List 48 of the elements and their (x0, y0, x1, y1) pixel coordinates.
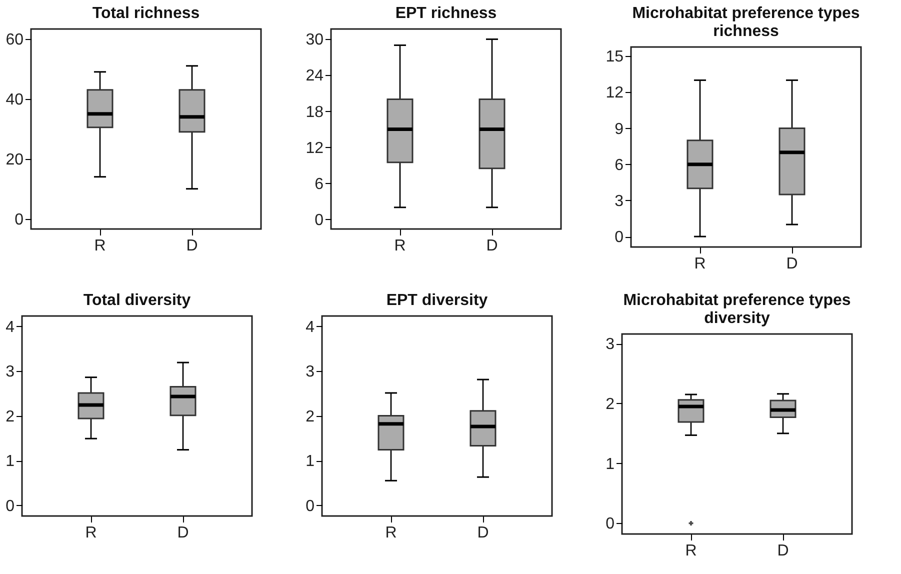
y-tick-label: 1 (306, 453, 315, 470)
y-tick-label: 3 (606, 336, 615, 354)
chart-title: EPT diversity (386, 292, 488, 309)
y-tick-label: 60 (6, 31, 24, 48)
y-tick-label: 1 (6, 453, 15, 470)
y-tick-label: 4 (6, 318, 15, 336)
x-tick-label: R (85, 524, 97, 542)
x-tick-label: D (786, 256, 798, 272)
x-tick-label: R (694, 256, 706, 272)
x-tick-label: R (385, 524, 397, 542)
y-tick-label: 6 (614, 156, 624, 174)
x-tick-label: D (186, 238, 198, 254)
y-tick-label: 4 (306, 318, 315, 336)
x-tick-label: R (94, 238, 106, 254)
y-tick-label: 6 (314, 176, 324, 193)
x-tick-label: R (685, 542, 697, 560)
y-tick-label: 1 (606, 456, 615, 473)
x-tick-label: D (777, 542, 789, 560)
y-tick-label: 30 (306, 32, 324, 49)
y-tick-label: 40 (6, 91, 24, 108)
x-tick-label: R (394, 238, 406, 254)
y-tick-label: 15 (606, 48, 624, 66)
chart-title: Microhabitat preference types diversity (623, 292, 851, 327)
y-tick-label: 3 (6, 364, 15, 381)
y-tick-label: 0 (314, 212, 324, 229)
y-tick-label: 9 (614, 120, 624, 138)
y-tick-label: 24 (306, 68, 324, 85)
y-tick-label: 12 (306, 140, 324, 157)
x-tick-label: D (477, 524, 489, 542)
y-tick-label: 18 (306, 104, 324, 121)
y-tick-label: 0 (606, 516, 615, 533)
y-tick-label: 2 (6, 408, 15, 426)
y-tick-label: 3 (614, 192, 624, 210)
y-tick-label: 2 (606, 396, 615, 413)
y-tick-label: 12 (606, 84, 624, 102)
y-tick-label: 3 (306, 364, 315, 381)
x-tick-label: D (177, 524, 189, 542)
y-tick-label: 2 (306, 408, 315, 426)
y-tick-label: 0 (14, 211, 24, 228)
chart-title: Total diversity (83, 292, 191, 309)
y-tick-label: 0 (6, 498, 15, 515)
chart-title: EPT richness (395, 5, 497, 22)
chart-title: Microhabitat preference types richness (632, 5, 860, 40)
x-tick-label: D (486, 238, 498, 254)
y-tick-label: 0 (614, 229, 624, 246)
y-tick-label: 20 (6, 151, 24, 168)
y-tick-label: 0 (306, 498, 315, 515)
chart-title: Total richness (92, 5, 200, 22)
